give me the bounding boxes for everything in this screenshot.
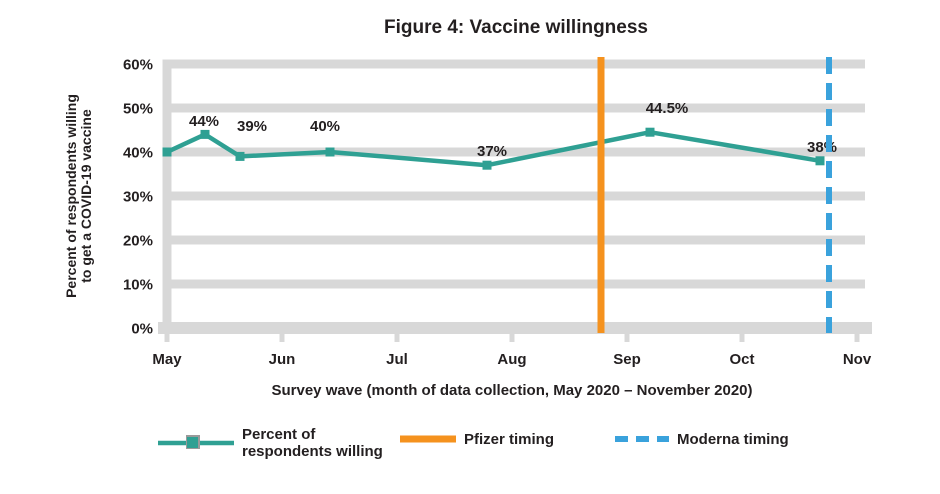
- x-axis-line: [158, 322, 872, 334]
- y-tick-label: 40%: [123, 145, 153, 162]
- y-axis-title: Percent of respondents willing to get a …: [63, 36, 94, 356]
- data-point-marker: [325, 147, 335, 157]
- x-tick-mark: [394, 334, 400, 342]
- x-tick-mark: [854, 334, 860, 342]
- data-point-label: 37%: [477, 143, 507, 160]
- y-axis-line: [162, 59, 172, 333]
- x-tick-label: Jul: [386, 351, 408, 368]
- data-point-marker: [235, 151, 245, 161]
- data-point-marker: [162, 147, 172, 157]
- data-point-label: 39%: [237, 118, 267, 135]
- gridline: [167, 103, 865, 113]
- y-tick-label: 10%: [123, 277, 153, 294]
- data-point-marker: [482, 160, 492, 170]
- gridline: [167, 279, 865, 289]
- legend-item-series: Percent of respondents willing: [158, 426, 383, 460]
- data-point-label: 38%: [807, 139, 837, 156]
- chart-title: Figure 4: Vaccine willingness: [384, 17, 648, 38]
- y-tick-label: 50%: [123, 101, 153, 118]
- legend: Percent of respondents willing Pfizer ti…: [0, 418, 940, 468]
- x-tick-label: Nov: [843, 351, 872, 368]
- orange-line-sample: [400, 435, 456, 443]
- y-axis-title-line1: Percent of respondents willing: [63, 94, 79, 298]
- legend-item-orange-vline: Pfizer timing: [400, 426, 554, 452]
- data-point-marker: [645, 127, 655, 137]
- legend-series-label: Percent of respondents willing: [242, 426, 383, 460]
- legend-orange-label: Pfizer timing: [464, 430, 555, 448]
- legend-blue-label: Moderna timing: [677, 430, 789, 448]
- x-tick-label: Oct: [729, 351, 754, 368]
- x-tick-label: May: [152, 351, 182, 368]
- data-point-label: 44%: [189, 113, 219, 130]
- x-tick-label: Jun: [269, 351, 296, 368]
- data-point-marker: [815, 156, 825, 166]
- data-point-label: 40%: [310, 118, 340, 135]
- x-tick-label: Sep: [613, 351, 641, 368]
- data-point-marker: [200, 129, 210, 139]
- y-tick-label: 20%: [123, 233, 153, 250]
- x-tick-label: Aug: [497, 351, 526, 368]
- blue-dashed-line-sample: [615, 436, 669, 442]
- gridline: [167, 147, 865, 157]
- legend-series-label-line2: respondents willing: [242, 443, 383, 460]
- legend-item-blue-vline: Moderna timing: [615, 426, 789, 452]
- y-tick-label: 30%: [123, 189, 153, 206]
- data-point-label: 44.5%: [646, 100, 689, 117]
- legend-series-label-line1: Percent of: [242, 426, 316, 443]
- x-tick-mark: [279, 334, 285, 342]
- y-tick-label: 60%: [123, 57, 153, 74]
- x-tick-mark: [739, 334, 745, 342]
- gridline: [167, 191, 865, 201]
- y-tick-label: 0%: [131, 321, 153, 338]
- x-axis-title: Survey wave (month of data collection, M…: [271, 382, 753, 399]
- x-tick-mark: [164, 334, 170, 342]
- y-axis-title-line2: to get a COVID-19 vaccine: [78, 109, 94, 283]
- gridline: [167, 59, 865, 69]
- gridline: [167, 235, 865, 245]
- x-tick-mark: [509, 334, 515, 342]
- x-tick-mark: [624, 334, 630, 342]
- teal-line-with-marker-sample: [158, 435, 234, 449]
